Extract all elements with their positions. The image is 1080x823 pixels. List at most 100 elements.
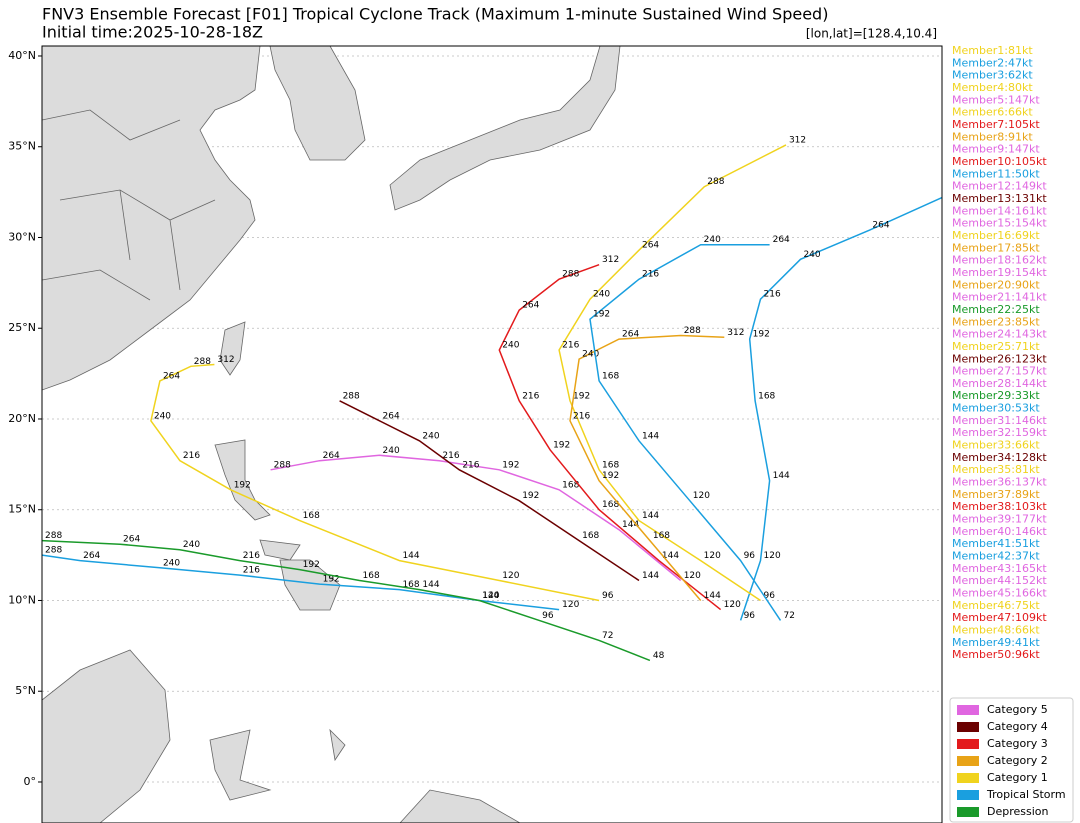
category-swatch xyxy=(957,790,979,800)
member-label: Member13:131kt xyxy=(952,192,1047,205)
hour-label: 120 xyxy=(764,551,781,561)
member-label: Member41:51kt xyxy=(952,537,1040,550)
member-label: Member40:146kt xyxy=(952,525,1047,538)
borneo xyxy=(42,649,171,823)
hour-label: 264 xyxy=(163,371,180,381)
member-label: Member21:141kt xyxy=(952,291,1047,304)
category-legend-box xyxy=(949,697,1074,823)
member-label: Member28:144kt xyxy=(952,377,1047,390)
province-borders xyxy=(42,109,216,301)
chart-subtitle: Initial time:2025-10-28-18Z xyxy=(42,23,263,42)
member-label: Member38:103kt xyxy=(952,500,1047,513)
hour-label: 264 xyxy=(642,241,659,251)
hour-label: 144 xyxy=(773,471,790,481)
member-label: Member15:154kt xyxy=(952,217,1047,230)
hour-label: 216 xyxy=(462,460,479,470)
hour-label: 264 xyxy=(83,551,100,561)
member-label: Member34:128kt xyxy=(952,451,1047,464)
member-label: Member12:149kt xyxy=(952,180,1047,193)
member-label: Member36:137kt xyxy=(952,476,1047,489)
member-label: Member30:53kt xyxy=(952,402,1040,415)
track-line xyxy=(558,144,787,602)
member-label: Member18:162kt xyxy=(952,254,1047,267)
y-tick-label: 30°N xyxy=(8,230,36,243)
member-label: Member1:81kt xyxy=(952,44,1033,57)
member-label: Member48:66kt xyxy=(952,624,1040,637)
hour-label: 264 xyxy=(323,451,340,461)
cursor-annotation: [lon,lat]=[128.4,10.4] xyxy=(806,27,937,41)
y-tick-label: 0° xyxy=(24,775,37,788)
hour-label: 216 xyxy=(642,270,659,280)
hour-label: 216 xyxy=(522,391,539,401)
hour-label: 168 xyxy=(303,511,320,521)
land xyxy=(42,46,621,823)
category-label: Tropical Storm xyxy=(986,788,1066,801)
member-label: Member11:50kt xyxy=(952,167,1040,180)
y-tick-label: 40°N xyxy=(8,49,36,62)
member-label: Member35:81kt xyxy=(952,463,1040,476)
hour-label: 48 xyxy=(653,651,665,661)
hour-label: 120 xyxy=(562,600,579,610)
hour-label: 168 xyxy=(363,571,380,581)
hour-label: 240 xyxy=(502,341,519,351)
hour-label: 120 xyxy=(724,600,741,610)
member-label: Member6:66kt xyxy=(952,106,1033,119)
hour-label: 216 xyxy=(243,566,260,576)
hour-label: 144 xyxy=(704,591,721,601)
hour-label: 144 xyxy=(642,511,659,521)
hour-label: 216 xyxy=(442,451,459,461)
hour-label: 168 xyxy=(582,531,599,541)
hour-label: 240 xyxy=(154,411,171,421)
y-tick-label: 15°N xyxy=(8,503,36,516)
hour-label: 240 xyxy=(422,431,439,441)
y-tick-label: 10°N xyxy=(8,593,36,606)
member-label: Member3:62kt xyxy=(952,69,1033,82)
hour-label: 192 xyxy=(502,460,519,470)
member-label: Member44:152kt xyxy=(952,574,1047,587)
track-line xyxy=(270,454,682,582)
hour-label: 288 xyxy=(45,546,62,556)
luzon xyxy=(214,439,271,521)
hour-label: 288 xyxy=(684,326,701,336)
category-legend: Category 5 Category 4 Category 3 Category 2… xyxy=(957,703,1066,818)
category-swatch xyxy=(957,705,979,715)
member-legend: Member1:81ktMember2:47ktMember3:62ktMemb… xyxy=(952,44,1047,661)
grid xyxy=(42,55,942,783)
taiwan xyxy=(219,321,246,376)
hour-label: 96 xyxy=(602,591,614,601)
track-line xyxy=(498,263,722,611)
member-label: Member9:147kt xyxy=(952,143,1040,156)
hour-label: 144 xyxy=(402,551,419,561)
category-swatch xyxy=(957,756,979,766)
member-label: Member49:41kt xyxy=(952,636,1040,649)
category-swatch xyxy=(957,722,979,732)
hour-label: 240 xyxy=(582,350,599,360)
category-label: Category 1 xyxy=(987,771,1048,784)
member-label: Member29:33kt xyxy=(952,389,1040,402)
hour-label: 168 xyxy=(602,460,619,470)
member-label: Member50:96kt xyxy=(952,648,1040,661)
hour-label: 168 xyxy=(602,500,619,510)
hour-label: 192 xyxy=(553,440,570,450)
hour-label: 168 xyxy=(653,531,670,541)
hour-label: 144 xyxy=(482,591,499,601)
hour-label: 264 xyxy=(522,301,539,311)
hour-label: 144 xyxy=(642,571,659,581)
hour-label: 288 xyxy=(562,270,579,280)
hour-label: 96 xyxy=(744,551,756,561)
member-label: Member43:165kt xyxy=(952,562,1047,575)
category-swatch xyxy=(957,739,979,749)
map-frame xyxy=(41,45,943,823)
hour-label: 192 xyxy=(522,491,539,501)
hour-label: 288 xyxy=(707,177,724,187)
mindanao xyxy=(279,559,341,611)
hour-label: 144 xyxy=(662,551,679,561)
member-label: Member46:75kt xyxy=(952,599,1040,612)
member-label: Member17:85kt xyxy=(952,241,1040,254)
hour-label: 168 xyxy=(402,580,419,590)
hour-label: 288 xyxy=(343,391,360,401)
halmahera xyxy=(329,728,346,762)
hour-label: 120 xyxy=(684,571,701,581)
member-label: Member16:69kt xyxy=(952,229,1040,242)
